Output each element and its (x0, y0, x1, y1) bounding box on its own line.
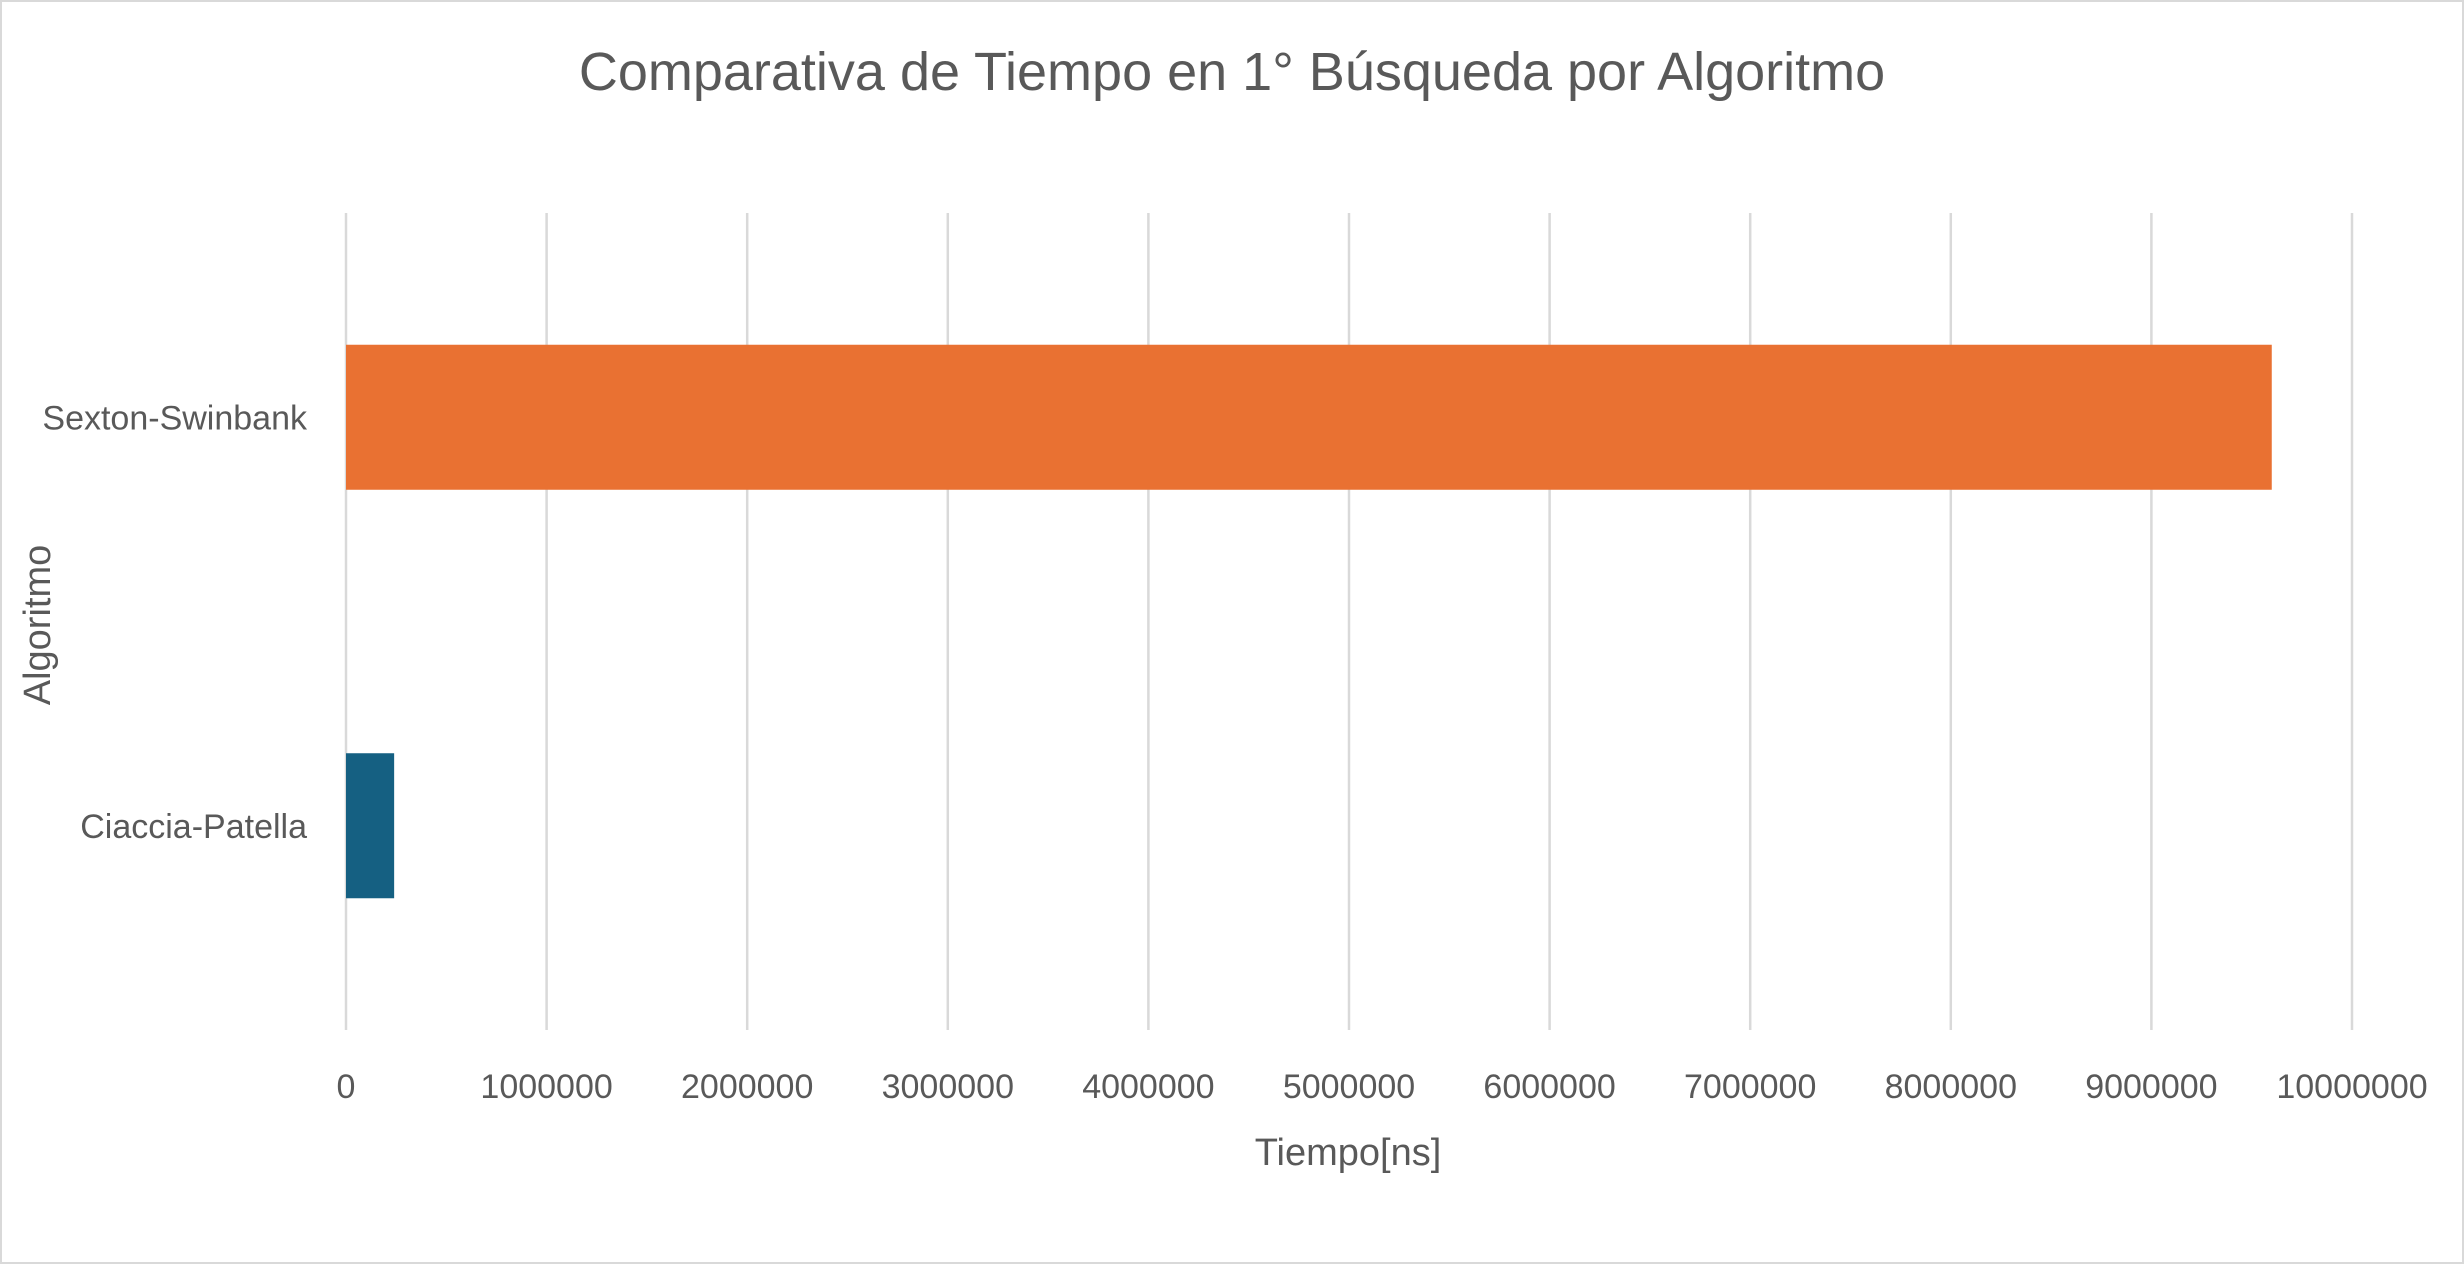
x-axis-ticks: 0 1000000 2000000 3000000 4000000 5000000 6000… (337, 1068, 2428, 1106)
chart-title: Comparativa de Tiempo en 1° Búsqueda por… (579, 42, 1885, 102)
y-category-label: Sexton-Swinbank (42, 399, 308, 437)
x-tick-label: 7000000 (1684, 1068, 1816, 1106)
y-axis-title: Algoritmo (17, 545, 59, 706)
gridlines (344, 213, 2354, 1030)
x-tick-label: 3000000 (882, 1068, 1014, 1106)
y-category-label: Ciaccia-Patella (80, 808, 307, 846)
x-tick-label: 1000000 (480, 1068, 612, 1106)
x-tick-label: 0 (337, 1068, 356, 1106)
x-tick-label: 5000000 (1283, 1068, 1415, 1106)
x-tick-label: 8000000 (1885, 1068, 2017, 1106)
y-axis-categories: Sexton-Swinbank Ciaccia-Patella (42, 399, 308, 846)
x-tick-label: 6000000 (1483, 1068, 1615, 1106)
bars (346, 344, 2272, 899)
x-tick-label: 4000000 (1082, 1068, 1214, 1106)
x-tick-label: 2000000 (681, 1068, 813, 1106)
x-tick-label: 9000000 (2085, 1068, 2217, 1106)
bar-sexton-swinbank (346, 344, 2272, 490)
x-axis-title: Tiempo[ns] (1255, 1132, 1442, 1174)
bar-ciaccia-patella (346, 753, 395, 899)
x-tick-label: 10000000 (2276, 1068, 2427, 1106)
